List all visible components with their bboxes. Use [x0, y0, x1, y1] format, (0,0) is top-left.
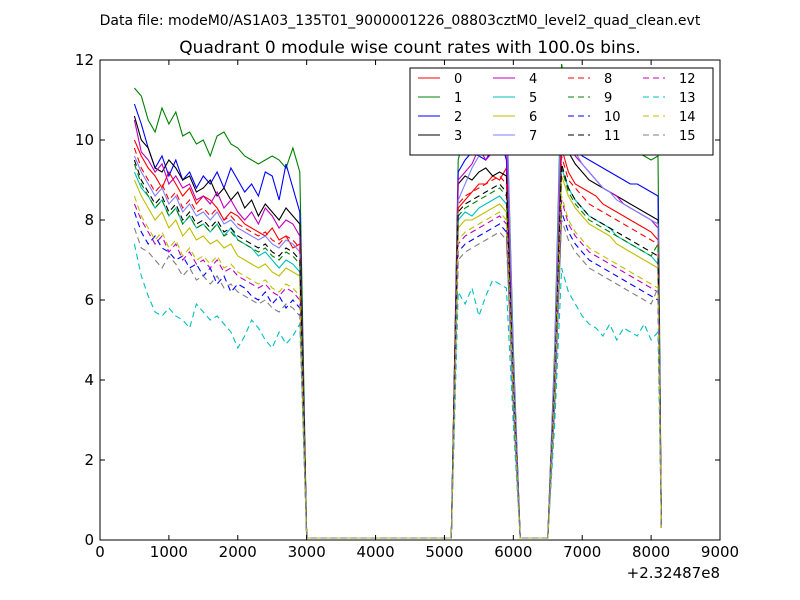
legend-label-7: 7	[529, 129, 537, 144]
x-axis-offset-label: +2.32487e8	[627, 564, 720, 582]
legend-label-15: 15	[679, 129, 696, 144]
series-line-6	[133, 175, 662, 539]
legend-label-1: 1	[454, 91, 462, 106]
x-tick-label: 2000	[219, 543, 257, 561]
legend-box	[409, 67, 714, 156]
x-tick-label: 7000	[563, 543, 601, 561]
y-tick-label: 0	[84, 531, 94, 549]
y-tick-label: 6	[84, 291, 94, 309]
legend-label-8: 8	[604, 72, 612, 87]
legend-label-9: 9	[604, 91, 612, 106]
legend-label-12: 12	[679, 72, 696, 87]
x-tick-label: 1000	[150, 543, 188, 561]
y-tick-label: 8	[84, 211, 94, 229]
series-line-10	[133, 211, 662, 539]
x-tick-label: 3000	[288, 543, 326, 561]
x-tick-label: 8000	[632, 543, 670, 561]
legend-label-13: 13	[679, 91, 696, 106]
axis-ticks: 0 1000 2000 3000 4000 5000 6000 7000 8000 9000 0 2 4…	[75, 51, 739, 561]
x-tick-label: 6000	[494, 543, 532, 561]
legend-label-5: 5	[529, 91, 537, 106]
legend-label-14: 14	[679, 110, 696, 125]
x-tick-label: 0	[95, 543, 105, 561]
series-line-0	[133, 139, 662, 539]
x-tick-label: 9000	[701, 543, 739, 561]
series-layer	[133, 63, 662, 539]
series-line-13	[133, 243, 662, 539]
series-line-9	[133, 163, 662, 539]
legend-label-11: 11	[604, 129, 621, 144]
legend-label-6: 6	[529, 110, 537, 125]
y-tick-label: 10	[75, 131, 94, 149]
y-tick-label: 12	[75, 51, 94, 69]
chart-title: Quadrant 0 module wise count rates with …	[179, 38, 640, 58]
legend-label-0: 0	[454, 72, 462, 87]
series-line-15	[133, 219, 662, 539]
legend-label-3: 3	[454, 129, 462, 144]
x-tick-label: 4000	[356, 543, 394, 561]
legend-label-2: 2	[454, 110, 462, 125]
series-line-14	[133, 195, 662, 539]
series-line-12	[133, 199, 662, 539]
figure-suptitle: Data file: modeM0/AS1A03_135T01_90000012…	[100, 13, 701, 29]
legend-label-10: 10	[604, 110, 621, 125]
y-tick-label: 4	[84, 371, 94, 389]
series-line-8	[133, 147, 662, 539]
x-tick-label: 5000	[425, 543, 463, 561]
y-tick-label: 2	[84, 451, 94, 469]
legend-label-4: 4	[529, 72, 537, 87]
